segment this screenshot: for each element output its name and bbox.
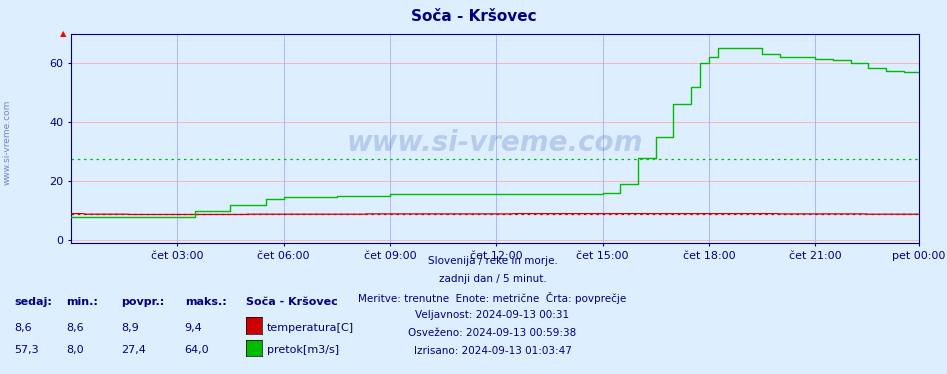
Text: zadnji dan / 5 minut.: zadnji dan / 5 minut.	[438, 274, 546, 284]
Text: 27,4: 27,4	[121, 346, 146, 355]
Text: Veljavnost: 2024-09-13 00:31: Veljavnost: 2024-09-13 00:31	[416, 310, 569, 320]
Text: www.si-vreme.com: www.si-vreme.com	[3, 99, 12, 185]
Text: Izrisano: 2024-09-13 01:03:47: Izrisano: 2024-09-13 01:03:47	[414, 346, 571, 356]
Text: Slovenija / reke in morje.: Slovenija / reke in morje.	[427, 256, 558, 266]
Text: temperatura[C]: temperatura[C]	[267, 323, 354, 333]
Text: 9,4: 9,4	[185, 323, 203, 333]
Text: Soča - Kršovec: Soča - Kršovec	[411, 9, 536, 24]
Text: Soča - Kršovec: Soča - Kršovec	[246, 297, 338, 307]
Text: povpr.:: povpr.:	[121, 297, 165, 307]
Text: maks.:: maks.:	[185, 297, 226, 307]
Text: 8,0: 8,0	[66, 346, 84, 355]
Text: 8,6: 8,6	[66, 323, 84, 333]
Text: sedaj:: sedaj:	[14, 297, 52, 307]
Text: Meritve: trenutne  Enote: metrične  Črta: povprečje: Meritve: trenutne Enote: metrične Črta: …	[358, 292, 627, 304]
Text: min.:: min.:	[66, 297, 98, 307]
Text: 8,9: 8,9	[121, 323, 139, 333]
Text: 57,3: 57,3	[14, 346, 39, 355]
Text: ▲: ▲	[60, 29, 66, 38]
Text: Osveženo: 2024-09-13 00:59:38: Osveženo: 2024-09-13 00:59:38	[408, 328, 577, 338]
Text: 8,6: 8,6	[14, 323, 32, 333]
Text: pretok[m3/s]: pretok[m3/s]	[267, 346, 339, 355]
Text: www.si-vreme.com: www.si-vreme.com	[347, 129, 643, 157]
Text: 64,0: 64,0	[185, 346, 209, 355]
